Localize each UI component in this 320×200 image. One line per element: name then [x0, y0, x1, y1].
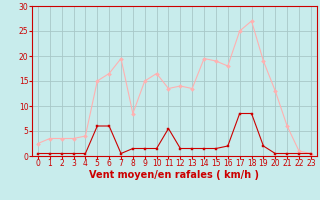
- X-axis label: Vent moyen/en rafales ( km/h ): Vent moyen/en rafales ( km/h ): [89, 170, 260, 180]
